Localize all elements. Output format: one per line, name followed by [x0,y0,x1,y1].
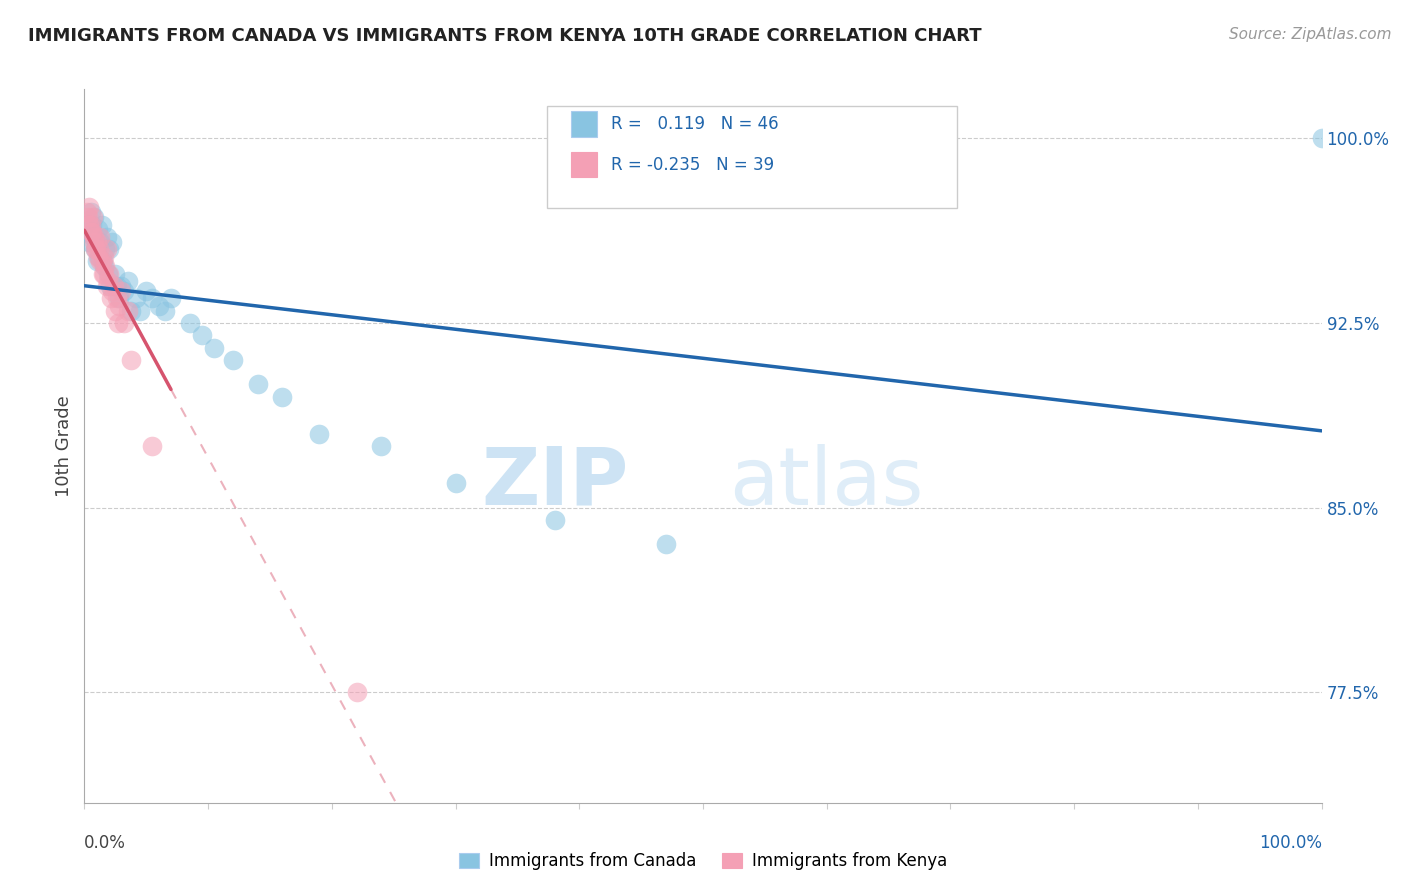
Point [100,235,122,249]
Point [98,242,121,256]
Text: R =   0.119   N = 46: R = 0.119 N = 46 [610,115,779,133]
Point [83,235,105,249]
Point [87,222,110,236]
Point [117,274,139,288]
Point [77,218,100,232]
Point [444,475,467,490]
Point [97,274,120,288]
Point [160,291,183,305]
Point [108,299,131,313]
Point [80,218,103,232]
Point [1310,131,1333,145]
Point [83,210,105,224]
Point [191,328,214,343]
Point [346,685,368,699]
Point [79,235,101,249]
Point [96,230,118,244]
Point [96,242,118,256]
Point [93,260,115,274]
Legend: Immigrants from Canada, Immigrants from Kenya: Immigrants from Canada, Immigrants from … [453,846,953,877]
Point [89,250,111,264]
Point [110,284,132,298]
Point [100,291,122,305]
Point [179,316,201,330]
Point [79,200,101,214]
Text: IMMIGRANTS FROM CANADA VS IMMIGRANTS FROM KENYA 10TH GRADE CORRELATION CHART: IMMIGRANTS FROM CANADA VS IMMIGRANTS FRO… [28,27,981,45]
Point [80,225,103,239]
Point [107,316,129,330]
Point [103,279,125,293]
Point [96,279,118,293]
Point [89,235,111,249]
Point [108,291,131,305]
Point [141,439,163,453]
Text: 100.0%: 100.0% [1258,834,1322,852]
Point [104,267,127,281]
Point [90,218,112,232]
Point [79,205,101,219]
Point [84,242,107,256]
Point [94,260,117,274]
Point [94,242,117,256]
Point [125,291,148,305]
Point [98,267,121,281]
Point [80,225,103,239]
Point [110,279,132,293]
Point [117,303,139,318]
Point [76,205,98,219]
Point [77,225,100,239]
Point [105,291,128,305]
Point [86,235,108,249]
Text: 0.0%: 0.0% [84,834,127,852]
Point [543,513,565,527]
Point [153,303,176,318]
Point [90,254,112,268]
Point [93,267,115,281]
Point [120,352,142,367]
Point [655,537,678,551]
Point [86,254,108,268]
Point [202,341,225,355]
Point [112,284,135,298]
Point [222,352,245,367]
Point [271,390,294,404]
Point [84,242,107,256]
Point [100,284,122,298]
Point [104,303,127,318]
Text: R = -0.235   N = 39: R = -0.235 N = 39 [610,156,773,174]
Point [82,210,104,224]
Point [89,254,111,268]
Point [97,267,120,281]
Point [120,303,142,318]
Point [129,303,152,318]
Y-axis label: 10th Grade: 10th Grade [55,395,73,497]
Text: Source: ZipAtlas.com: Source: ZipAtlas.com [1229,27,1392,42]
Point [98,279,121,293]
Point [87,250,110,264]
Point [135,284,157,298]
Point [89,242,111,256]
Point [93,250,115,264]
Point [83,230,105,244]
Point [84,242,107,256]
Point [141,291,163,305]
Point [77,210,100,224]
Point [89,230,111,244]
Text: atlas: atlas [730,444,924,522]
Point [148,299,170,313]
Text: ZIP: ZIP [481,444,628,522]
Point [91,254,114,268]
Point [308,426,330,441]
Point [112,316,135,330]
Point [105,279,128,293]
Point [91,267,114,281]
Point [370,439,392,453]
Point [79,218,101,232]
Point [82,230,104,244]
Point [246,377,269,392]
